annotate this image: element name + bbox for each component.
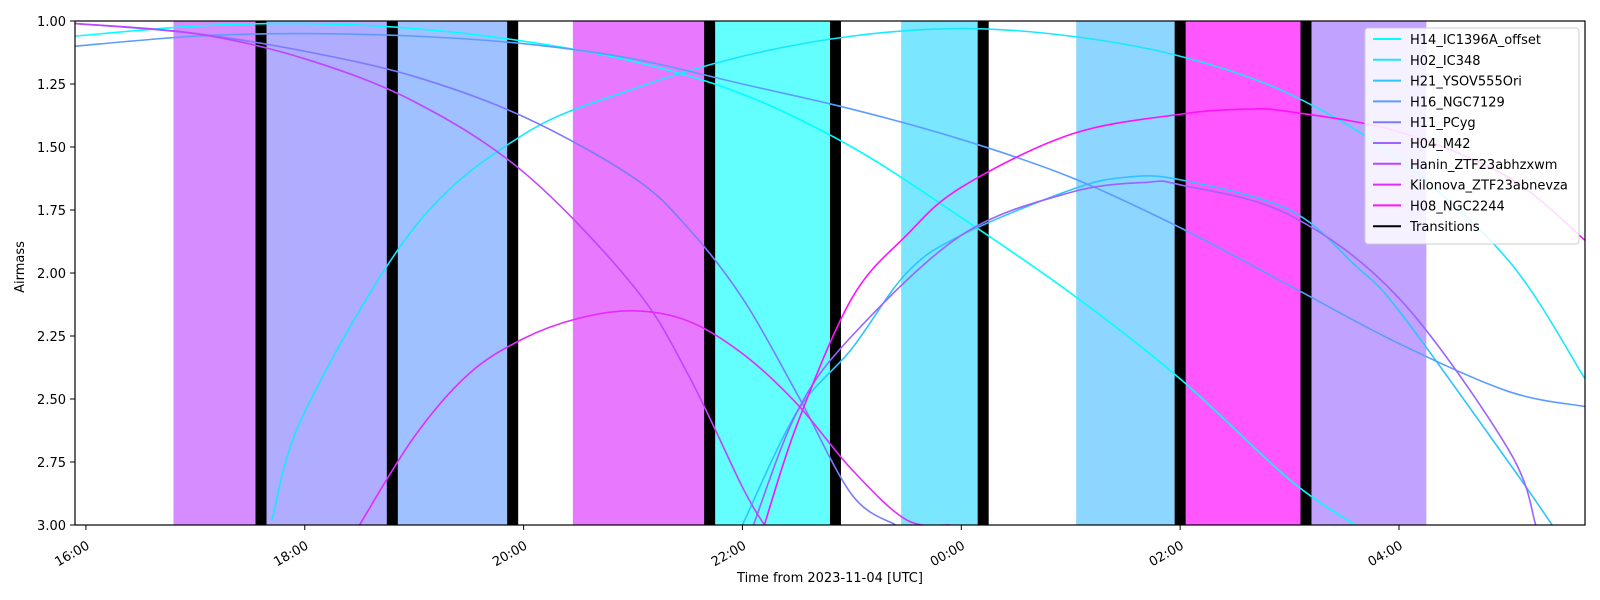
x-axis-label: Time from 2023-11-04 [UTC] xyxy=(736,571,923,586)
shaded-band-1 xyxy=(261,21,393,525)
y-axis-ticks: 1.00 1.25 1.50 1.75 2.00 2.25 2.50 2.75 3.00 xyxy=(37,15,75,534)
y-tick-label: 2.50 xyxy=(37,393,66,408)
transition-bar-7 xyxy=(1300,21,1312,525)
legend-label: H16_NGC7129 xyxy=(1410,95,1505,110)
shaded-bands xyxy=(173,21,1427,525)
legend-label: H08_NGC2244 xyxy=(1410,199,1505,214)
x-tick-label: 04:00 xyxy=(1366,538,1406,570)
x-tick-label: 22:00 xyxy=(709,538,749,570)
transition-bar-5 xyxy=(977,21,989,525)
x-tick-label: 16:00 xyxy=(53,538,93,570)
legend: H14_IC1396A_offset H02_IC348 H21_YSOV555Or… xyxy=(1364,27,1580,245)
shaded-band-2 xyxy=(392,21,513,525)
transition-bars xyxy=(255,21,1312,525)
series-line-H14_IC1396A_offset xyxy=(75,22,1356,525)
x-tick-label: 18:00 xyxy=(271,538,311,570)
y-tick-label: 1.50 xyxy=(37,141,66,156)
y-tick-label: 2.25 xyxy=(37,330,66,345)
series-lines xyxy=(75,22,1585,525)
transition-bar-3 xyxy=(704,21,716,525)
legend-label: H21_YSOV555Ori xyxy=(1410,75,1522,90)
series-line-H11_PCyg xyxy=(75,22,897,525)
x-tick-label: 00:00 xyxy=(928,538,968,570)
legend-box xyxy=(1364,27,1580,245)
shaded-band-0 xyxy=(173,21,262,525)
x-axis-ticks: 16:00 18:00 20:00 22:00 00:00 02:00 04:00 xyxy=(53,525,1406,570)
shaded-band-4 xyxy=(709,21,836,525)
y-axis-label: Airmass xyxy=(13,241,28,293)
y-tick-label: 1.00 xyxy=(37,15,66,30)
y-tick-label: 1.75 xyxy=(37,204,66,219)
series-line-H21_YSOV555Ori xyxy=(741,175,1553,525)
legend-label: H04_M42 xyxy=(1410,137,1471,152)
series-line-H04_M42 xyxy=(752,180,1537,525)
y-tick-label: 2.00 xyxy=(37,267,66,282)
legend-label: H02_IC348 xyxy=(1410,54,1481,69)
transition-bar-0 xyxy=(255,21,267,525)
transition-bar-1 xyxy=(386,21,398,525)
shaded-band-7 xyxy=(1180,21,1306,525)
y-tick-label: 3.00 xyxy=(37,519,66,534)
legend-label: H14_IC1396A_offset xyxy=(1410,33,1541,48)
legend-label: Kilonova_ZTF23abnevza xyxy=(1410,179,1568,194)
legend-label: Hanin_ZTF23abhzxwm xyxy=(1410,158,1557,173)
series-line-H16_NGC7129 xyxy=(75,32,1585,408)
x-tick-label: 20:00 xyxy=(490,538,530,570)
y-tick-label: 2.75 xyxy=(37,456,66,471)
transition-bar-6 xyxy=(1174,21,1186,525)
series-line-Kilonova_ZTF23abnevza xyxy=(358,309,951,525)
x-tick-label: 02:00 xyxy=(1147,538,1187,570)
y-tick-label: 1.25 xyxy=(37,78,66,93)
series-line-Hanin_ZTF23abhzxwm xyxy=(75,22,766,525)
shaded-band-6 xyxy=(1076,21,1181,525)
legend-label: Transitions xyxy=(1409,220,1480,235)
transition-bar-2 xyxy=(507,21,519,525)
shaded-band-3 xyxy=(572,21,710,525)
legend-label: H11_PCyg xyxy=(1410,116,1476,131)
transition-bar-4 xyxy=(829,21,841,525)
